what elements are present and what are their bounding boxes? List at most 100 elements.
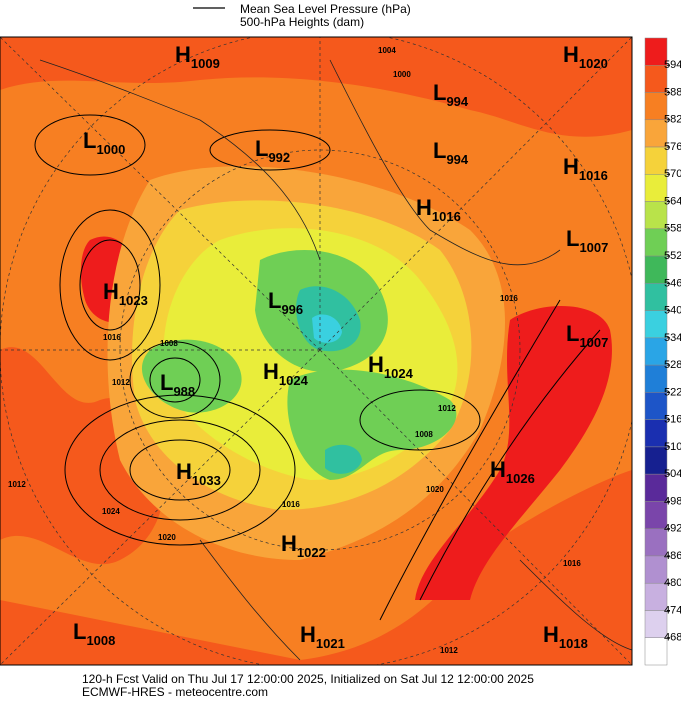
pressure-symbol: H (263, 359, 279, 384)
colorbar-tick-label: 480 (664, 577, 681, 589)
footer-line: 120-h Fcst Valid on Thu Jul 17 12:00:00 … (82, 672, 534, 686)
colorbar-tick-label: 594 (664, 59, 681, 71)
isobar-label: 1016 (500, 294, 518, 303)
colorbar-tick-label: 558 (664, 223, 681, 235)
pressure-center: H1020 (563, 42, 608, 71)
height-band (0, 470, 632, 665)
pressure-symbol: L (566, 226, 579, 251)
pressure-value: 1016 (432, 209, 461, 224)
pressure-center: L1007 (566, 321, 608, 350)
pressure-symbol: H (368, 352, 384, 377)
pressure-center: L994 (433, 138, 469, 167)
isobar (64, 394, 296, 546)
legend-item: Mean Sea Level Pressure (hPa) (240, 2, 411, 16)
pressure-value: 988 (173, 384, 195, 399)
pressure-symbol: H (490, 457, 506, 482)
isobar-label: 1024 (102, 507, 120, 516)
pressure-value: 1008 (86, 633, 115, 648)
pressure-symbol: L (433, 80, 446, 105)
colorbar-tick-label: 492 (664, 523, 681, 535)
map-frame (0, 36, 633, 666)
pressure-center: H1026 (490, 457, 535, 486)
pressure-symbol: H (103, 279, 119, 304)
colorbar-tick-label: 546 (664, 277, 681, 289)
colorbar-tick-label: 516 (664, 414, 681, 426)
pressure-symbol: L (255, 136, 268, 161)
pressure-center: L1008 (73, 619, 115, 648)
pressure-value: 994 (446, 94, 468, 109)
colorbar-tick-label: 510 (664, 441, 681, 453)
pressure-value: 996 (281, 302, 303, 317)
isobar (34, 114, 146, 176)
colorbar-box (644, 637, 668, 666)
colorbar-tick-label: 498 (664, 495, 681, 507)
isobar-label: 1012 (112, 378, 130, 387)
pressure-value: 1016 (579, 168, 608, 183)
colorbar-tick-label: 588 (664, 86, 681, 98)
pressure-center: H1023 (103, 279, 148, 308)
pressure-value: 992 (268, 150, 290, 165)
pressure-value: 1024 (279, 373, 309, 388)
pressure-symbol: H (175, 42, 191, 67)
colorbar-tick-label: 534 (664, 332, 681, 344)
pressure-center: H1033 (176, 459, 221, 488)
pressure-center: H1024 (263, 359, 309, 388)
pressure-center: L996 (268, 288, 303, 317)
isobar (149, 357, 201, 403)
pressure-symbol: H (563, 154, 579, 179)
legend-item: 500-hPa Heights (dam) (240, 15, 364, 29)
isobar-label: 1012 (8, 480, 26, 489)
pressure-symbol: H (176, 459, 192, 484)
isobar (359, 389, 481, 451)
pressure-value: 1000 (96, 142, 125, 157)
isobar-label: 1000 (393, 70, 411, 79)
pressure-center: H1018 (543, 622, 588, 651)
pressure-symbol: H (281, 531, 297, 556)
colorbar-tick-label: 522 (664, 386, 681, 398)
colorbar-tick-label: 540 (664, 305, 681, 317)
pressure-symbol: L (83, 128, 96, 153)
pressure-center: L1000 (83, 128, 125, 157)
colorbar-tick-label: 582 (664, 114, 681, 126)
pressure-symbol: H (300, 622, 316, 647)
colorbar-tick-label: 576 (664, 141, 681, 153)
isobar-label: 1012 (438, 404, 456, 413)
isobar-label: 1016 (282, 500, 300, 509)
pressure-center: H1024 (368, 352, 414, 381)
pressure-symbol: L (73, 619, 86, 644)
pressure-symbol: L (160, 370, 173, 395)
pressure-center: L1007 (566, 226, 608, 255)
pressure-center: L994 (433, 80, 469, 109)
colorbar: 594 588 582 576 570 564 558 552 546 540 534 528 522 5… (644, 37, 681, 666)
isobar-label: 1016 (103, 333, 121, 342)
graticule (0, 37, 632, 665)
isobar-label: 1008 (160, 339, 178, 348)
colorbar-tick-label: 504 (664, 468, 681, 480)
isobar (129, 341, 221, 419)
isobar-label: 1008 (415, 430, 433, 439)
isobar-label: 1012 (440, 646, 458, 655)
isobar-label: 1020 (426, 485, 444, 494)
pressure-symbol: H (416, 195, 432, 220)
isobar (59, 209, 161, 361)
pressure-value: 1007 (579, 240, 608, 255)
pressure-value: 1023 (119, 293, 148, 308)
pressure-value: 1020 (579, 56, 608, 71)
pressure-value: 1033 (192, 473, 221, 488)
colorbar-tick-label: 570 (664, 168, 681, 180)
isobar (99, 419, 261, 521)
pressure-center: H1016 (563, 154, 608, 183)
pressure-symbol: L (433, 138, 446, 163)
isobar-label: 1004 (378, 46, 396, 55)
pressure-center: H1009 (175, 42, 220, 71)
colorbar-tick-label: 486 (664, 550, 681, 562)
pressure-value: 994 (446, 152, 468, 167)
pressure-symbol: H (563, 42, 579, 67)
height-band (415, 306, 612, 600)
pressure-center: L992 (255, 136, 290, 165)
pressure-center: H1022 (281, 531, 326, 560)
footer-line: ECMWF-HRES - meteocentre.com (82, 685, 268, 699)
pressure-symbol: L (566, 321, 579, 346)
